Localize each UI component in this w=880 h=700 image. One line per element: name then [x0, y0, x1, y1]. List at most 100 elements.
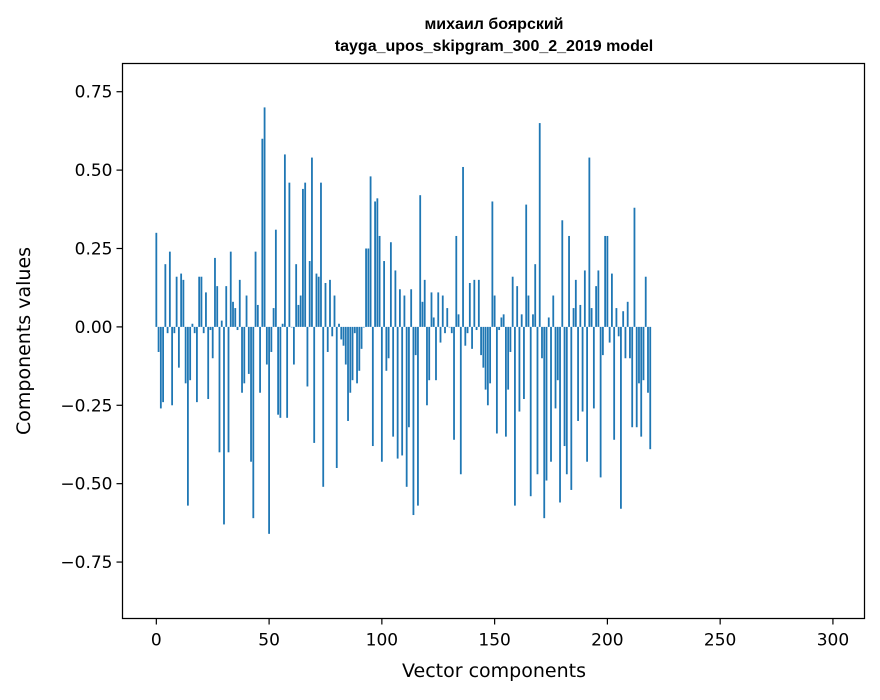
bar — [254, 251, 257, 327]
bar — [561, 220, 564, 327]
bar — [586, 326, 588, 462]
bar — [288, 182, 291, 327]
bar — [486, 326, 489, 406]
bar — [477, 279, 480, 327]
bar — [196, 326, 198, 403]
bar — [536, 326, 539, 475]
bar — [313, 326, 316, 443]
bar — [234, 308, 237, 327]
bar — [435, 326, 437, 381]
bar — [241, 326, 243, 393]
bar — [162, 326, 164, 403]
bar — [466, 326, 469, 334]
bar — [543, 326, 546, 519]
bar — [608, 326, 611, 343]
bar — [547, 317, 550, 327]
bar — [286, 326, 289, 418]
bar — [272, 308, 275, 327]
bar — [387, 326, 390, 359]
bar — [268, 326, 270, 534]
x-tick-label: 250 — [704, 631, 736, 651]
bar — [568, 235, 570, 327]
bar — [405, 326, 408, 487]
y-tick-label: 0.25 — [75, 240, 113, 260]
bar — [353, 326, 356, 334]
bar — [444, 326, 446, 334]
bar — [304, 182, 307, 327]
bar — [238, 279, 241, 327]
bar — [423, 279, 426, 327]
bar — [389, 242, 392, 327]
bar — [399, 289, 401, 327]
bar — [534, 264, 537, 327]
bar — [256, 304, 259, 327]
bar — [376, 198, 379, 327]
bar — [601, 326, 604, 356]
bar — [417, 326, 419, 506]
bar — [380, 326, 383, 462]
chart-title: михаил боярский — [424, 16, 563, 33]
bar — [437, 292, 440, 327]
bar — [378, 235, 381, 327]
x-tick-label: 300 — [817, 631, 849, 651]
bar — [187, 326, 189, 506]
bar — [604, 235, 607, 327]
y-tick-label: −0.50 — [60, 475, 112, 495]
bar — [270, 326, 273, 352]
bar — [529, 326, 532, 497]
bar — [583, 270, 586, 327]
bar — [432, 317, 435, 327]
bar — [216, 286, 219, 327]
bar — [484, 326, 487, 390]
bar — [633, 207, 636, 327]
bar — [439, 326, 442, 343]
bar — [520, 314, 523, 327]
bar — [326, 326, 329, 352]
chart-subtitle: tayga_upos_skipgram_300_2_2019 model — [335, 38, 653, 55]
bar — [509, 326, 512, 352]
bar — [446, 308, 449, 327]
bar — [631, 326, 634, 428]
bar — [335, 326, 338, 468]
bar — [171, 326, 174, 406]
bar — [202, 326, 205, 334]
bar — [320, 182, 322, 327]
bar — [340, 326, 343, 340]
bar — [177, 326, 180, 368]
bar — [545, 326, 548, 481]
y-axis-ticks: 0.75 0.50 0.25 0.00 −0.25 −0.50 −0.75 — [60, 83, 123, 573]
bar — [511, 276, 514, 327]
bar — [205, 292, 207, 327]
y-tick-label: 0.00 — [75, 318, 113, 338]
bar — [572, 308, 575, 327]
bar — [457, 314, 460, 327]
bar — [448, 326, 451, 328]
bar — [302, 188, 304, 327]
bar — [155, 232, 158, 327]
x-tick-label: 200 — [591, 631, 623, 651]
bar — [563, 326, 566, 447]
bar — [640, 326, 643, 437]
bar — [342, 326, 345, 346]
bar — [349, 326, 352, 393]
bar — [362, 326, 365, 328]
bar — [189, 326, 192, 381]
bar — [297, 304, 300, 327]
bar — [193, 326, 196, 334]
bar — [459, 326, 462, 475]
bar — [214, 257, 216, 327]
bar — [315, 273, 318, 327]
bar — [556, 326, 559, 381]
bar — [462, 166, 464, 327]
y-tick-label: 0.75 — [75, 83, 113, 103]
bar — [371, 326, 374, 447]
bar — [635, 326, 638, 428]
bar — [505, 326, 507, 437]
bar — [261, 138, 264, 327]
bar — [642, 326, 645, 381]
bar — [541, 326, 543, 359]
bar — [211, 326, 214, 359]
bar — [392, 326, 395, 437]
bar — [175, 276, 178, 327]
